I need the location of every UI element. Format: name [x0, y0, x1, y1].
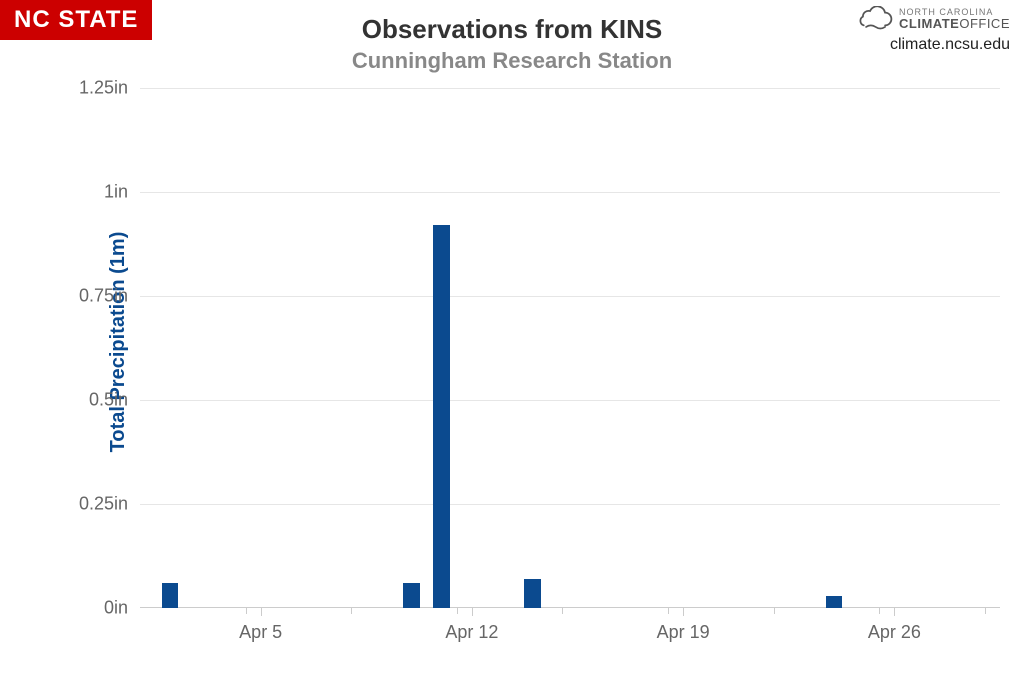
y-tick-label: 0in — [104, 598, 128, 619]
grid-line — [140, 88, 1000, 89]
x-tick — [261, 608, 262, 616]
x-axis-line — [140, 607, 1000, 608]
x-tick-label: Apr 26 — [868, 622, 921, 643]
chart-title: Observations from KINS — [0, 14, 1024, 45]
x-tick-label: Apr 12 — [445, 622, 498, 643]
y-tick-label: 0.5in — [89, 390, 128, 411]
x-tick-label: Apr 19 — [657, 622, 710, 643]
x-minor-tick — [246, 608, 247, 614]
grid-line — [140, 504, 1000, 505]
x-tick — [683, 608, 684, 616]
x-minor-tick — [562, 608, 563, 614]
bar — [403, 583, 420, 608]
x-minor-tick — [879, 608, 880, 614]
y-tick-label: 1in — [104, 182, 128, 203]
x-minor-tick — [351, 608, 352, 614]
y-axis-label: Total Precipitation (1m) — [107, 231, 130, 452]
grid-line — [140, 192, 1000, 193]
x-minor-tick — [774, 608, 775, 614]
x-tick — [472, 608, 473, 616]
grid-line — [140, 296, 1000, 297]
bar — [826, 596, 843, 608]
x-minor-tick — [457, 608, 458, 614]
x-tick-label: Apr 5 — [239, 622, 282, 643]
plot-area: 0in0.25in0.5in0.75in1in1.25inApr 5Apr 12… — [140, 88, 1000, 608]
chart-page: NC STATE NORTH CAROLINA CLIMATEOFFICE cl… — [0, 0, 1024, 683]
grid-line — [140, 400, 1000, 401]
bar — [524, 579, 541, 608]
x-minor-tick — [668, 608, 669, 614]
x-minor-tick — [985, 608, 986, 614]
bar — [433, 225, 450, 608]
chart-subtitle: Cunningham Research Station — [0, 48, 1024, 74]
y-tick-label: 1.25in — [79, 78, 128, 99]
bar — [162, 583, 179, 608]
y-tick-label: 0.75in — [79, 286, 128, 307]
y-tick-label: 0.25in — [79, 494, 128, 515]
x-tick — [894, 608, 895, 616]
